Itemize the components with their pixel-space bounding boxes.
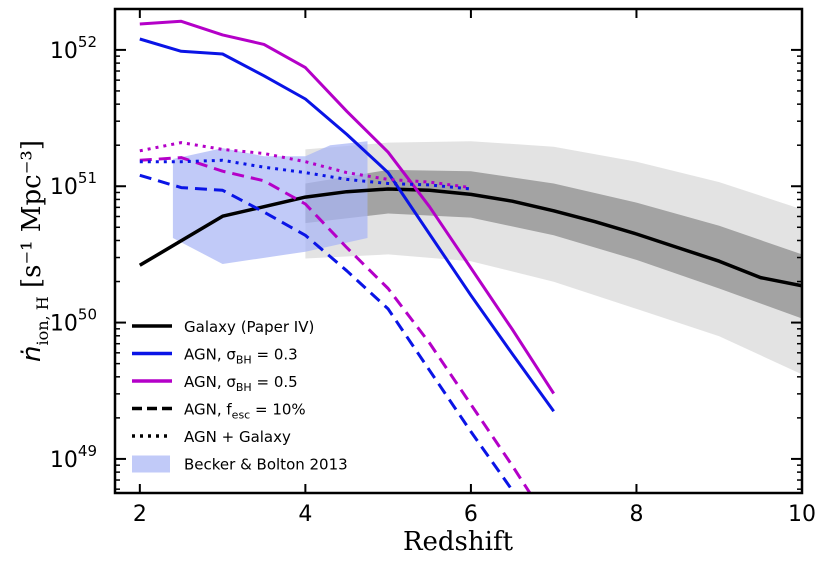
y-tick-label: 1050 — [50, 306, 97, 337]
legend-label: AGN, fesc = 10% — [184, 401, 306, 422]
legend-label: Galaxy (Paper IV) — [184, 318, 314, 336]
y-axis-title: ṅion, H [s⁻¹ Mpc⁻³] — [17, 140, 52, 362]
y-axis-title-subscript: ion, H — [33, 296, 52, 345]
x-tick-label: 4 — [298, 502, 312, 527]
x-axis-ticks: 2 4 6 8 10 — [133, 9, 816, 527]
series-line-galaxy-solid — [138, 187, 802, 288]
x-tick-label: 2 — [133, 502, 147, 527]
y-tick-label: 1051 — [50, 169, 97, 200]
series-line-agn05-dashed — [139, 156, 532, 493]
series-lines — [138, 19, 802, 493]
y-tick-label: 1052 — [50, 33, 97, 64]
series-line-agn03-solid — [139, 37, 555, 413]
x-tick-label: 10 — [788, 502, 816, 527]
series-line-agn03-dashed — [139, 173, 516, 493]
legend-label: Becker & Bolton 2013 — [184, 456, 348, 474]
series-line-agn05-dotted — [139, 141, 472, 190]
legend-swatch-becker — [132, 455, 170, 473]
legend: Galaxy (Paper IV) AGN, σBH = 0.3 AGN, σBH … — [132, 318, 348, 474]
y-axis-ticks: 1049 1050 1051 1052 — [50, 33, 802, 490]
x-tick-label: 8 — [629, 502, 643, 527]
legend-label: AGN + Galaxy — [184, 428, 291, 446]
series-line-agn05-solid — [139, 19, 555, 395]
legend-label: AGN, σBH = 0.5 — [184, 373, 298, 394]
axes: 2 4 6 8 10 1049 1050 1051 1052 Redshift ṅion, H… — [17, 7, 816, 557]
y-axis-title-symbol: ṅ — [17, 345, 47, 361]
y-tick-label: 1049 — [50, 442, 97, 473]
x-axis-title: Redshift — [403, 527, 514, 557]
plot-frame — [113, 7, 804, 495]
y-axis-title-units: [s⁻¹ Mpc⁻³] — [17, 140, 47, 296]
x-tick-label: 6 — [464, 502, 478, 527]
legend-label: AGN, σBH = 0.3 — [184, 346, 298, 367]
